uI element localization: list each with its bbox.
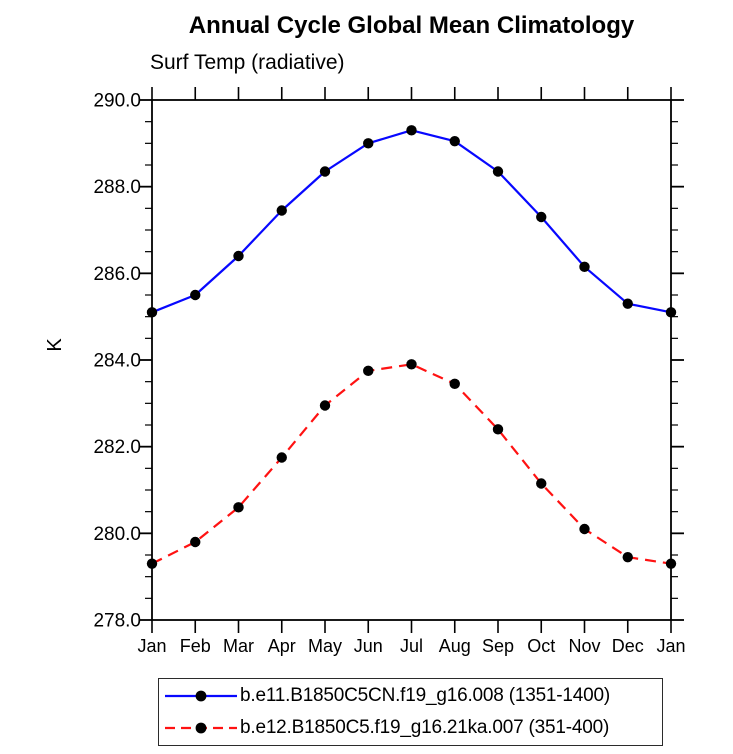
x-tick-label: May	[308, 636, 342, 656]
legend-item-series1: b.e11.B1850C5CN.f19_g16.008 (1351-1400)	[159, 681, 662, 711]
series-1-marker	[665, 307, 677, 318]
chart-subtitle: Surf Temp (radiative)	[150, 51, 345, 74]
series-1-marker	[579, 261, 590, 273]
x-tick-label: Apr	[268, 636, 296, 656]
series-1-marker	[536, 211, 547, 223]
series-1-marker	[363, 138, 374, 149]
legend-label-series1: b.e11.B1850C5CN.f19_g16.008 (1351-1400)	[240, 685, 611, 706]
series-2-marker	[492, 424, 504, 435]
series-2-marker	[406, 359, 417, 370]
series-1-marker	[233, 250, 244, 262]
series-2-marker	[449, 378, 460, 390]
series-2-marker	[665, 558, 677, 569]
series-1-marker	[319, 166, 331, 177]
y-tick-label: 278.0	[93, 611, 141, 632]
legend-line-sample-solid	[165, 690, 237, 702]
series-1-marker	[622, 298, 633, 309]
chart-title: Annual Cycle Global Mean Climatology	[188, 12, 635, 39]
series-1-marker	[146, 307, 158, 318]
legend-label-series2: b.e12.B1850C5.f19_g16.21ka.007 (351-400)	[240, 717, 610, 738]
legend-item-series2: b.e12.B1850C5.f19_g16.21ka.007 (351-400)	[159, 713, 662, 743]
series-2-marker	[319, 400, 331, 411]
x-tick-label: Nov	[568, 636, 600, 656]
x-tick-label: Sep	[482, 636, 514, 656]
series-2-marker	[190, 536, 201, 548]
series-2-marker	[536, 478, 547, 489]
y-tick-label: 280.0	[93, 524, 141, 545]
legend-box: b.e11.B1850C5CN.f19_g16.008 (1351-1400) …	[158, 678, 663, 746]
series-line-1	[151, 129, 672, 314]
x-tick-label: Feb	[180, 636, 211, 656]
y-tick-label: 290.0	[93, 91, 141, 112]
series-2-marker	[622, 551, 633, 563]
y-tick-label: 286.0	[93, 264, 141, 285]
series-1-marker	[406, 125, 417, 136]
series-1-marker	[492, 166, 504, 177]
y-tick-label: 282.0	[93, 437, 141, 458]
series-1-marker	[190, 289, 201, 301]
series-2-marker	[276, 452, 287, 463]
plot-frame	[151, 99, 672, 621]
series-2-marker	[233, 502, 244, 513]
x-tick-label: Dec	[612, 636, 644, 656]
x-tick-label: Jan	[137, 636, 166, 656]
legend-line-sample-dashed	[165, 722, 237, 734]
series-2-marker	[579, 523, 590, 535]
series-2-marker	[363, 365, 374, 377]
x-tick-label: Jul	[400, 636, 423, 656]
x-tick-label: Aug	[439, 636, 471, 656]
series-1-marker	[276, 205, 287, 216]
y-tick-label: 288.0	[93, 177, 141, 198]
series-1-marker	[449, 135, 460, 147]
x-tick-label: Jan	[656, 636, 685, 656]
series-line-2	[151, 363, 672, 565]
x-tick-label: Jun	[354, 636, 383, 656]
x-tick-label: Oct	[527, 636, 555, 656]
y-tick-label: 284.0	[93, 351, 141, 372]
x-tick-label: Mar	[223, 636, 254, 656]
series-2-marker	[146, 558, 158, 569]
